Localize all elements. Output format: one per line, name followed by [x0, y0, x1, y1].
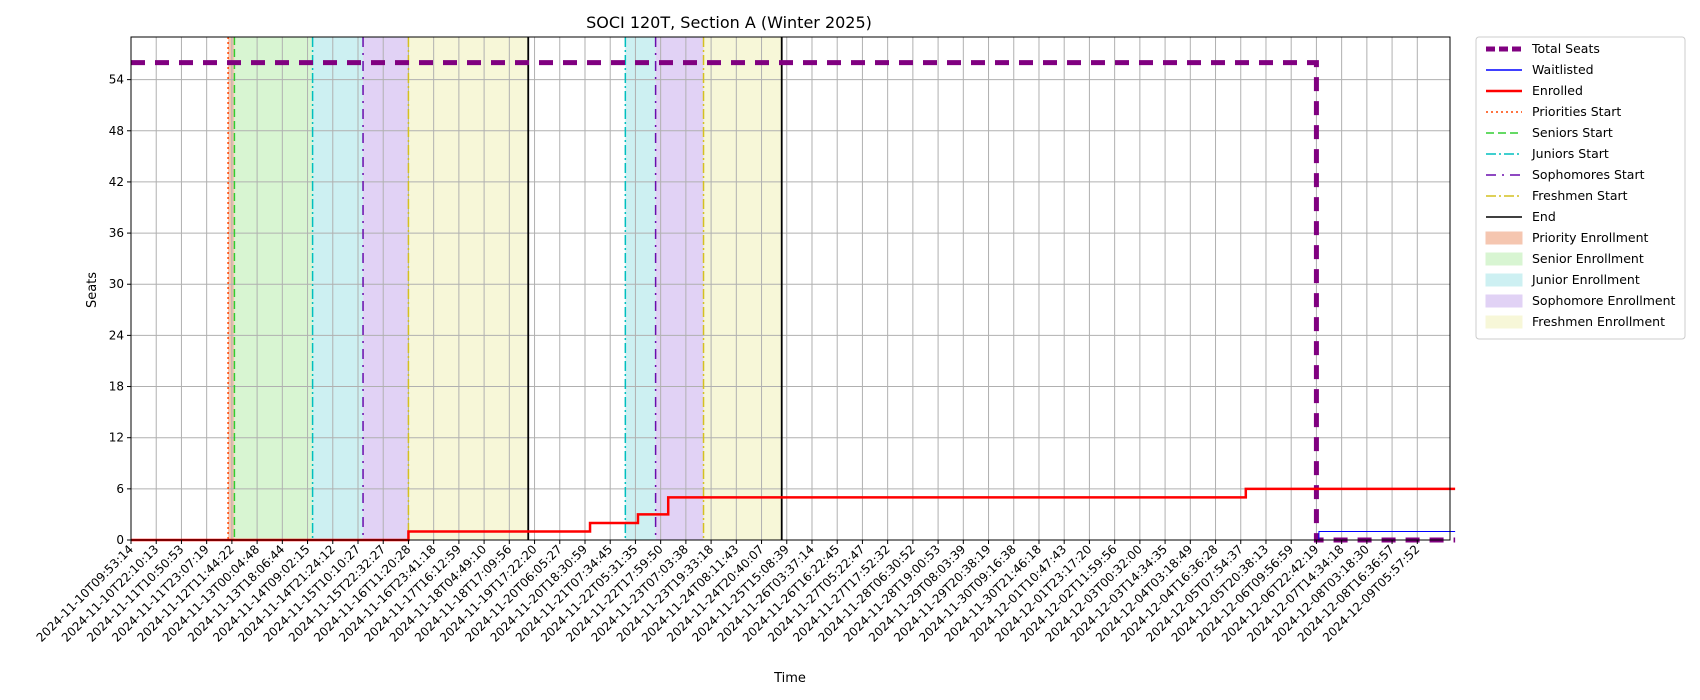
legend-label: Sophomores Start — [1532, 167, 1645, 182]
legend-swatch — [1485, 252, 1523, 266]
legend-swatch — [1485, 315, 1523, 329]
grid-lines — [130, 37, 1450, 541]
y-tick-label: 54 — [109, 73, 124, 87]
enrollment-spans — [228, 37, 782, 540]
y-tick-label: 18 — [109, 380, 124, 394]
span-junior-enrollment — [312, 37, 364, 540]
span-sophomore-enrollment — [363, 37, 409, 540]
legend: Total Seats Waitlisted Enrolled Priorities … — [1475, 36, 1686, 340]
chart-title: SOCI 120T, Section A (Winter 2025) — [586, 13, 872, 32]
legend-swatch — [1485, 294, 1523, 308]
span-senior-enrollment — [234, 37, 313, 540]
legend-label: Seniors Start — [1532, 125, 1613, 140]
legend-label: Freshmen Enrollment — [1532, 314, 1665, 329]
legend-label: Enrolled — [1532, 83, 1583, 98]
legend-box — [1475, 36, 1686, 340]
legend-label: Sophomore Enrollment — [1532, 293, 1676, 308]
legend-label: Waitlisted — [1532, 62, 1594, 77]
x-axis-label: Time — [773, 671, 806, 686]
span-freshmen-enrollment — [703, 37, 782, 540]
legend-swatch — [1485, 231, 1523, 245]
y-tick-label: 12 — [109, 431, 124, 445]
legend-label: Juniors Start — [1531, 146, 1609, 161]
series-enrolled — [131, 487, 1456, 542]
y-tick-label: 0 — [116, 533, 124, 547]
x-axis-ticks: 2024-11-10T09:53:142024-11-10T22:10:1320… — [34, 540, 1422, 645]
y-tick-label: 48 — [109, 124, 124, 138]
legend-label: Senior Enrollment — [1532, 251, 1644, 266]
legend-label: Priorities Start — [1532, 104, 1621, 119]
span-sophomore-enrollment — [655, 37, 704, 540]
span-freshmen-enrollment — [408, 37, 529, 540]
legend-swatch — [1485, 273, 1523, 287]
span-junior-enrollment — [625, 37, 656, 540]
span-priority-enrollment — [228, 37, 235, 540]
y-axis-label: Seats — [85, 272, 100, 308]
phase-start-lines — [227, 37, 783, 540]
legend-label: Junior Enrollment — [1531, 272, 1640, 287]
y-axis-ticks: 0 6 12 18 24 30 36 42 48 54 — [109, 73, 131, 547]
y-tick-label: 6 — [116, 482, 124, 496]
legend-label: Priority Enrollment — [1532, 230, 1649, 245]
legend-label: Total Seats — [1531, 41, 1600, 56]
plot-frame — [130, 36, 1451, 541]
y-tick-label: 30 — [109, 277, 124, 291]
legend-label: Freshmen Start — [1532, 188, 1628, 203]
y-tick-label: 24 — [109, 328, 124, 342]
y-tick-label: 36 — [109, 226, 124, 240]
legend-label: End — [1532, 209, 1556, 224]
y-tick-label: 42 — [109, 175, 124, 189]
